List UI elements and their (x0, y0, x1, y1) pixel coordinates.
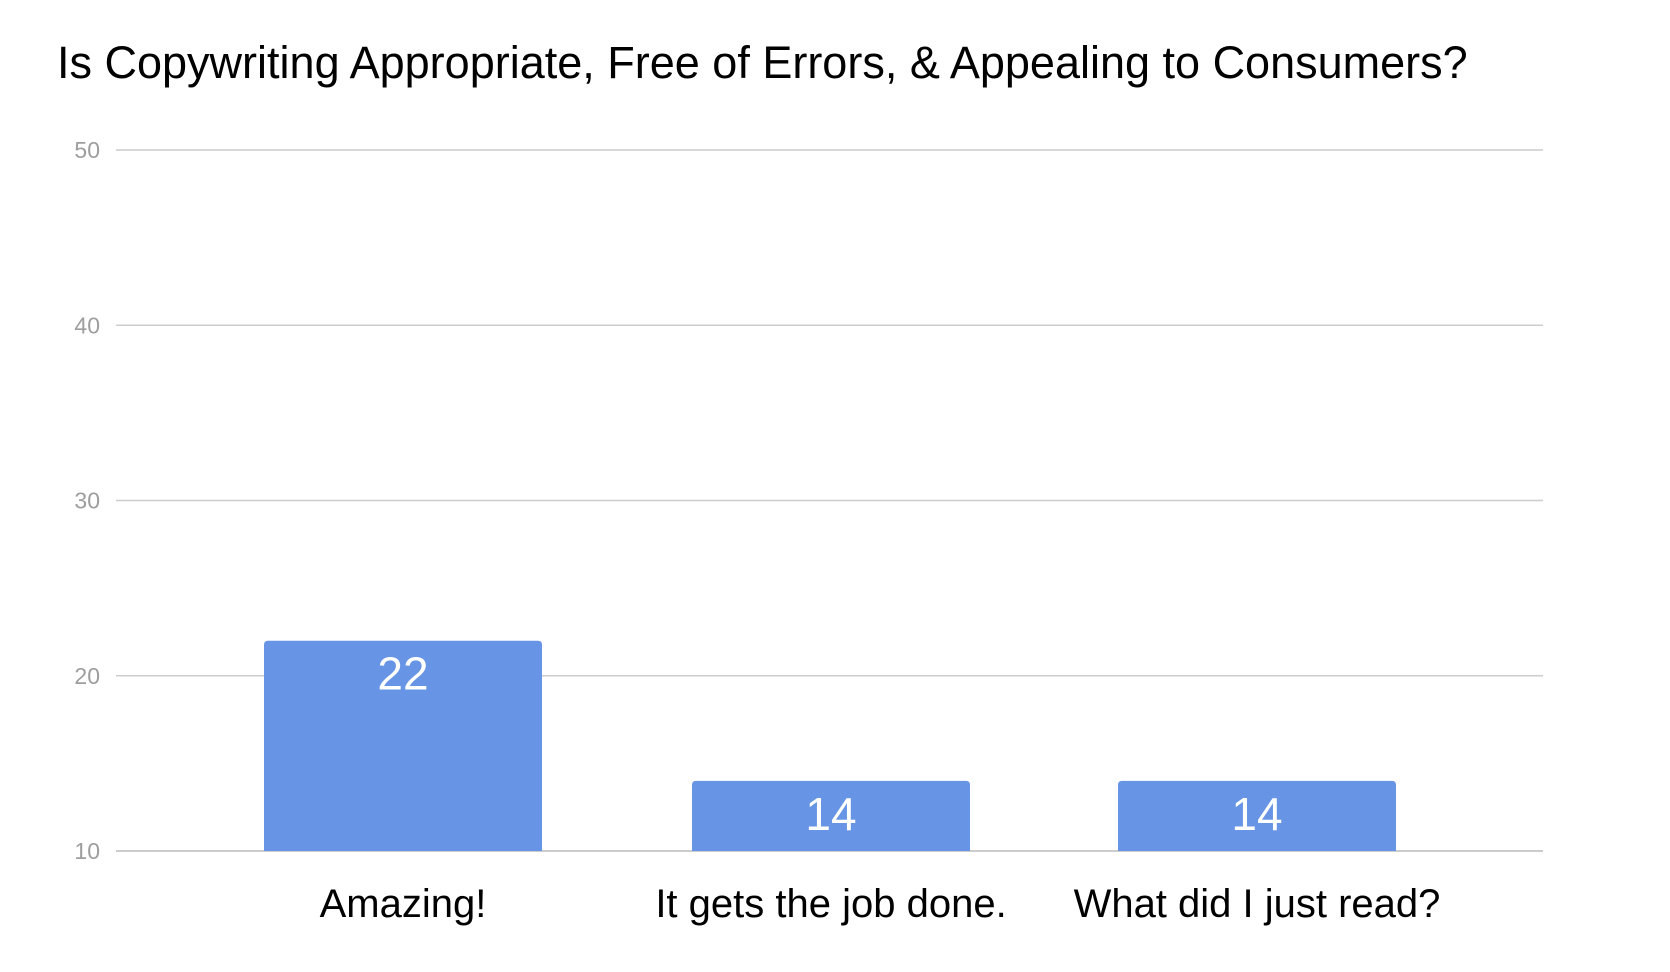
y-tick-label: 30 (74, 488, 100, 514)
x-axis-category-labels: Amazing! It gets the job done. What did I … (320, 882, 1441, 926)
y-axis-tick-labels: 10 20 30 40 50 (74, 137, 100, 864)
bar-3 (1118, 780, 1396, 851)
y-tick-label: 10 (74, 838, 100, 864)
y-tick-label: 20 (74, 663, 100, 689)
x-category-label: What did I just read? (1074, 882, 1441, 926)
bar-data-label: 14 (1231, 788, 1282, 840)
bar-data-label: 22 (377, 648, 428, 700)
bar-data-label: 14 (805, 788, 856, 840)
y-tick-label: 50 (74, 137, 100, 163)
bar-2 (692, 780, 970, 851)
x-category-label: Amazing! (320, 882, 487, 926)
bars (264, 640, 1396, 851)
data-labels: 22 14 14 (377, 648, 1282, 840)
chart-title: Is Copywriting Appropriate, Free of Erro… (57, 37, 1468, 88)
bar-1 (264, 640, 542, 851)
x-category-label: It gets the job done. (655, 882, 1006, 926)
y-tick-label: 40 (74, 312, 100, 338)
